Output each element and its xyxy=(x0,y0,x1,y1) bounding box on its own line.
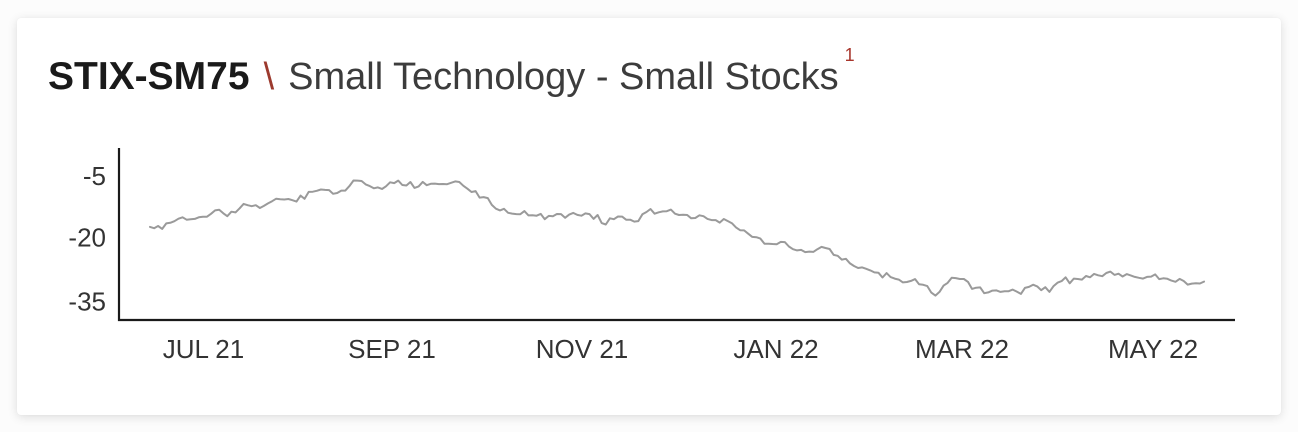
svg-text:-35: -35 xyxy=(68,286,106,316)
svg-text:JUL 21: JUL 21 xyxy=(163,334,244,364)
svg-text:-5: -5 xyxy=(83,161,106,191)
svg-text:JAN 22: JAN 22 xyxy=(733,334,818,364)
svg-text:MAY 22: MAY 22 xyxy=(1108,334,1198,364)
svg-text:-20: -20 xyxy=(68,223,106,253)
svg-text:SEP 21: SEP 21 xyxy=(348,334,436,364)
svg-text:NOV 21: NOV 21 xyxy=(536,334,629,364)
svg-text:MAR 22: MAR 22 xyxy=(915,334,1009,364)
